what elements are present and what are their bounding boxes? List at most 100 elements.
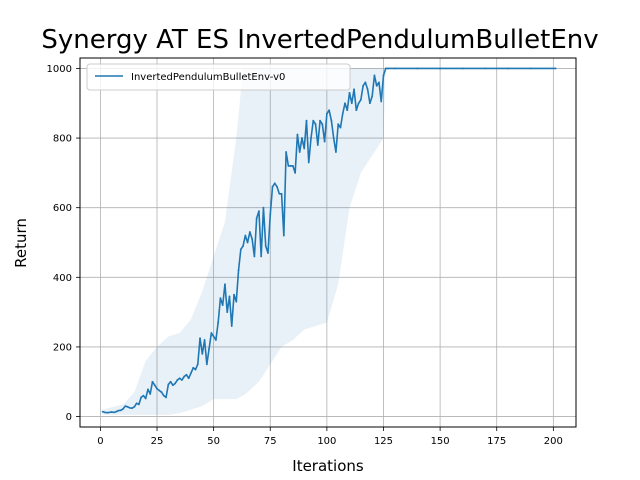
data-point [144, 397, 147, 400]
data-point [366, 88, 369, 91]
data-point [165, 396, 167, 399]
data-point [233, 293, 235, 296]
data-point [285, 151, 288, 153]
data-point [151, 380, 154, 383]
y-tick-label: 200 [53, 342, 72, 353]
data-point [384, 67, 387, 70]
data-point [298, 151, 301, 153]
data-point [328, 109, 331, 112]
data-point [348, 91, 351, 94]
data-point [122, 407, 124, 410]
data-point [269, 213, 272, 216]
data-point [239, 248, 242, 251]
x-tick-label: 50 [207, 436, 220, 447]
data-point [160, 391, 163, 394]
x-tick-label: 125 [374, 436, 393, 447]
data-point [244, 234, 247, 237]
data-point [185, 373, 188, 376]
data-point [359, 98, 362, 101]
data-point [439, 67, 442, 70]
data-point [196, 363, 199, 366]
data-point [221, 304, 224, 307]
data-point [181, 379, 183, 381]
x-tick-label: 200 [544, 436, 563, 447]
data-point [124, 405, 127, 408]
data-point [344, 102, 346, 105]
data-point [357, 102, 360, 105]
data-point [230, 325, 233, 327]
data-point [337, 123, 340, 126]
data-point [201, 352, 204, 355]
x-tick-label: 25 [151, 436, 164, 447]
x-tick-label: 100 [317, 436, 336, 447]
data-point [212, 335, 215, 338]
data-point [174, 382, 177, 385]
data-point [228, 295, 231, 298]
data-point [375, 84, 378, 87]
data-point [128, 406, 131, 409]
data-point [219, 297, 222, 300]
data-point [246, 241, 249, 244]
data-point [106, 411, 109, 414]
x-tick-label: 150 [431, 436, 450, 447]
x-tick-label: 0 [97, 436, 103, 447]
data-point [461, 67, 464, 70]
data-point [339, 126, 342, 129]
data-point [278, 192, 281, 195]
data-point [264, 245, 267, 247]
data-point [214, 339, 217, 341]
data-point [226, 311, 229, 314]
data-point [248, 231, 251, 233]
plot-frame [79, 57, 577, 428]
data-point [169, 380, 172, 383]
data-point [332, 137, 335, 139]
confidence-band [102, 68, 556, 415]
data-point [126, 405, 129, 408]
data-point [260, 255, 263, 258]
data-point [113, 411, 115, 414]
data-point [199, 337, 201, 340]
data-point [371, 95, 374, 98]
data-point [147, 388, 149, 391]
data-point [190, 372, 192, 374]
data-point [319, 119, 321, 122]
data-point [393, 67, 396, 70]
data-point [341, 112, 344, 115]
y-tick-label: 800 [53, 134, 72, 145]
data-point [137, 403, 140, 406]
data-point [217, 321, 220, 324]
data-point [287, 165, 290, 167]
series-line [101, 67, 557, 414]
x-tick-label: 75 [264, 436, 277, 447]
y-tick-label: 600 [53, 203, 72, 214]
data-point [210, 332, 213, 334]
data-point [135, 402, 138, 405]
data-point [237, 269, 240, 272]
data-point [554, 67, 557, 70]
data-point [282, 234, 285, 237]
data-point [307, 161, 310, 164]
data-point [346, 109, 349, 112]
data-point [192, 366, 195, 369]
data-point [187, 377, 190, 380]
data-point [323, 140, 326, 143]
data-point [183, 375, 186, 378]
data-point [262, 206, 265, 209]
data-point [110, 411, 113, 413]
data-point [312, 119, 315, 122]
data-point [507, 67, 509, 70]
data-point [167, 383, 170, 386]
data-point [335, 151, 337, 153]
data-point [305, 119, 308, 122]
legend-label: InvertedPendulumBulletEnv-v0 [131, 72, 285, 83]
grid-lines [80, 58, 576, 427]
data-point [258, 210, 260, 213]
data-point [156, 387, 158, 390]
data-point [276, 185, 278, 188]
data-point [178, 377, 181, 380]
data-point [484, 67, 487, 70]
legend: InvertedPendulumBulletEnv-v0 [86, 63, 351, 91]
data-point [380, 100, 383, 103]
y-tick-label: 400 [53, 273, 72, 284]
data-point [153, 384, 156, 387]
